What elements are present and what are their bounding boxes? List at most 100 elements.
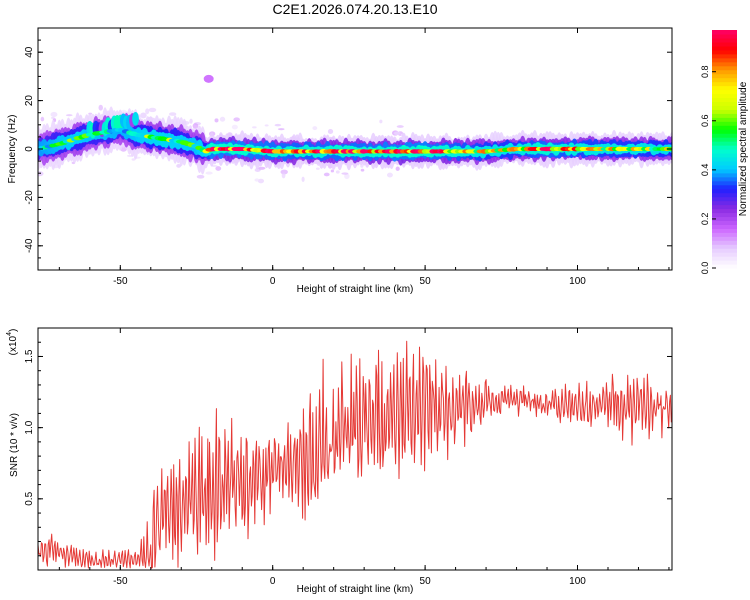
spectrogram-speckle bbox=[301, 176, 305, 182]
spectrogram-speckle bbox=[98, 104, 103, 111]
colorbar-band bbox=[712, 252, 737, 257]
colorbar-band bbox=[712, 184, 737, 190]
spectrogram-speckle bbox=[50, 111, 58, 118]
colorbar-band bbox=[712, 77, 737, 83]
figure-title: C2E1.2026.074.20.13.E10 bbox=[272, 1, 437, 17]
spectrogram-x-tick-label: 100 bbox=[569, 276, 586, 287]
colorbar-band bbox=[712, 168, 737, 174]
snr-x-tick-label: 50 bbox=[420, 576, 432, 587]
spectrogram-speckle bbox=[196, 174, 205, 179]
snr-frame bbox=[37, 327, 673, 571]
colorbar-band bbox=[712, 33, 737, 39]
spectrogram-speckle bbox=[140, 112, 147, 119]
colorbar-band bbox=[712, 45, 737, 51]
spectrogram-speckle bbox=[330, 169, 335, 173]
colorbar-band bbox=[712, 180, 737, 186]
spectrogram-speckle bbox=[379, 119, 383, 124]
spectrogram-speckle bbox=[360, 168, 365, 172]
spectrogram-speckle bbox=[254, 178, 260, 182]
spectrogram-y-axis-label: Frequency (Hz) bbox=[7, 115, 18, 184]
spectrogram-x-tick-label: 0 bbox=[270, 276, 276, 287]
colorbar-band bbox=[712, 73, 737, 79]
colorbar-band bbox=[712, 152, 737, 158]
colorbar-band bbox=[712, 125, 737, 130]
spectrogram-y-tick-label: -20 bbox=[24, 190, 35, 205]
spectrogram-speckle bbox=[145, 108, 150, 115]
colorbar-band bbox=[712, 137, 737, 142]
colorbar-tick-label: 0.2 bbox=[700, 213, 710, 226]
spectrogram-speckle bbox=[335, 170, 340, 174]
spectrogram-speckle bbox=[396, 125, 404, 128]
colorbar-band bbox=[712, 65, 737, 71]
spectrogram-speckle bbox=[169, 112, 177, 116]
spectrogram-panel: -50 0 50 100 -40 -20 0 20 40 Height of straight … bbox=[7, 27, 673, 295]
colorbar-label: Normalized spectral amplitude bbox=[738, 81, 749, 216]
colorbar-tick-label: 0.4 bbox=[700, 164, 710, 177]
spectrogram-speckle bbox=[189, 118, 193, 124]
colorbar-band bbox=[712, 260, 737, 265]
spectrogram-speckle bbox=[258, 166, 266, 170]
snr-x-tick-label: 0 bbox=[270, 576, 276, 587]
snr-y-tick-label: 0.5 bbox=[24, 491, 35, 505]
snr-y-tick-label: 1.5 bbox=[24, 349, 35, 363]
spectrogram-speckle bbox=[264, 124, 269, 127]
spectrogram-speckle bbox=[65, 114, 73, 117]
colorbar-band bbox=[712, 164, 737, 170]
spectrogram-y-tick-label: -40 bbox=[24, 238, 35, 253]
spectrogram-speckle bbox=[257, 178, 265, 184]
spectrogram-speckle bbox=[386, 172, 393, 178]
spectrogram-speckle bbox=[344, 173, 350, 180]
colorbar-band bbox=[712, 57, 737, 63]
colorbar-band bbox=[712, 117, 737, 122]
snr-panel: -50 0 50 100 0.5 1.0 1.5 Height of straight li… bbox=[6, 327, 673, 595]
colorbar-band bbox=[712, 156, 737, 162]
colorbar-band bbox=[712, 97, 737, 102]
spectrogram-y-tick-label: 20 bbox=[24, 95, 35, 107]
colorbar-band bbox=[712, 188, 737, 194]
spectrogram-speckle bbox=[327, 128, 334, 134]
colorbar-band bbox=[712, 228, 737, 233]
colorbar-band bbox=[712, 244, 737, 249]
colorbar-band bbox=[712, 89, 737, 95]
colorbar-band bbox=[712, 200, 737, 206]
colorbar-band bbox=[712, 192, 737, 198]
snr-y-tick-label: 1.0 bbox=[24, 420, 35, 434]
colorbar-tick-label: 0.6 bbox=[700, 115, 710, 128]
spectrogram-speckle bbox=[274, 123, 282, 127]
colorbar-band bbox=[712, 208, 737, 214]
spectrogram-speckle bbox=[341, 172, 349, 175]
spectrogram-speckle bbox=[231, 124, 238, 130]
spectrogram-speckle bbox=[233, 117, 240, 122]
colorbar-band bbox=[712, 145, 737, 150]
spectrogram-speckle bbox=[40, 116, 45, 122]
colorbar-band bbox=[712, 236, 737, 241]
colorbar-band bbox=[712, 133, 737, 138]
colorbar-band bbox=[712, 264, 737, 269]
colorbar-band bbox=[712, 172, 737, 178]
spectrogram-x-axis-label: Height of straight line (km) bbox=[297, 284, 414, 295]
colorbar-band bbox=[712, 232, 737, 237]
colorbar-band bbox=[712, 37, 737, 43]
colorbar-band bbox=[712, 196, 737, 202]
colorbar-band bbox=[712, 204, 737, 210]
spectrogram-speckle bbox=[277, 128, 285, 131]
colorbar-band bbox=[712, 101, 737, 106]
colorbar-band bbox=[712, 53, 737, 59]
spectrogram-speckle bbox=[219, 116, 226, 122]
snr-x-tick-label: 100 bbox=[569, 576, 586, 587]
spectrogram-speckle bbox=[395, 166, 400, 171]
colorbar-band bbox=[712, 61, 737, 67]
snr-plot-area bbox=[38, 328, 672, 570]
colorbar-band bbox=[712, 69, 737, 75]
colorbar-band bbox=[712, 49, 737, 55]
colorbar-tick-label: 0.8 bbox=[700, 65, 710, 78]
colorbar-tick-label: 0.0 bbox=[700, 262, 710, 275]
colorbar-band bbox=[712, 216, 737, 221]
spectrogram-speckle bbox=[312, 126, 318, 131]
colorbar-band bbox=[712, 121, 737, 126]
colorbar-band bbox=[712, 256, 737, 261]
colorbar: 0.0 0.2 0.4 0.6 0.8 Normalized spectral ampl… bbox=[700, 30, 749, 274]
colorbar-band bbox=[712, 212, 737, 218]
colorbar-band bbox=[712, 220, 737, 225]
